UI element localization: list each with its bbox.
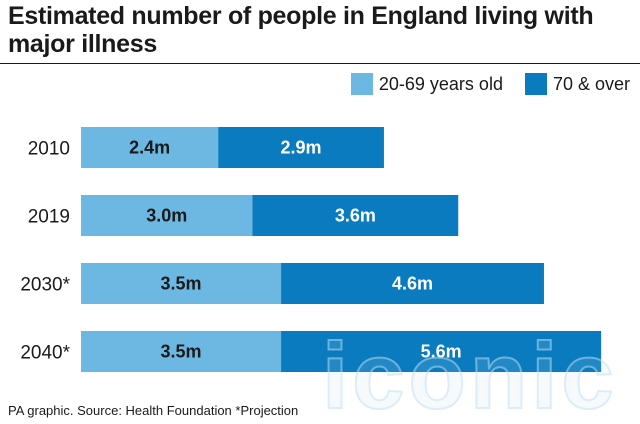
bar-70-over-2019 [252,195,459,236]
data-label-70-over-2010: 2.9m [281,138,322,158]
chart-title: Estimated number of people in England li… [8,2,594,58]
legend-swatch-70-over [524,73,547,95]
legend-label-20-69: 20-69 years old [378,73,503,94]
legend-item-20-69: 20-69 years old [350,73,503,95]
category-label-2010: 2010 [28,139,70,160]
legend-label-70-over: 70 & over [552,73,630,94]
source-note: PA graphic. Source: Health Foundation *P… [8,403,299,418]
bar-20-69-years-old-2040 [81,331,282,372]
bar-20-69-years-old-2010 [81,127,219,168]
data-label-20-69-years-old-2019: 3.0m [146,206,187,226]
data-label-70-over-2019: 3.6m [335,206,376,226]
category-label-2040: 2040* [20,343,70,364]
bar-70-over-2010 [218,127,384,168]
title-divider [0,63,640,64]
category-label-2019: 2019 [28,207,70,228]
bar-70-over-2030 [281,263,544,304]
watermark-text: iconic [322,323,618,424]
legend-swatch-20-69 [350,73,373,95]
bar-70-over-2040 [281,331,602,372]
data-label-70-over-2030: 4.6m [392,274,433,294]
data-label-20-69-years-old-2010: 2.4m [129,138,170,158]
bar-20-69-years-old-2019 [81,195,253,236]
legend: 20-69 years old 70 & over [329,72,630,96]
data-label-20-69-years-old-2040: 3.5m [161,342,202,362]
bar-20-69-years-old-2030 [81,263,282,304]
category-label-2030: 2030* [20,275,70,296]
data-label-70-over-2040: 5.6m [421,342,462,362]
data-label-20-69-years-old-2030: 3.5m [161,274,202,294]
legend-item-70-over: 70 & over [524,73,630,95]
